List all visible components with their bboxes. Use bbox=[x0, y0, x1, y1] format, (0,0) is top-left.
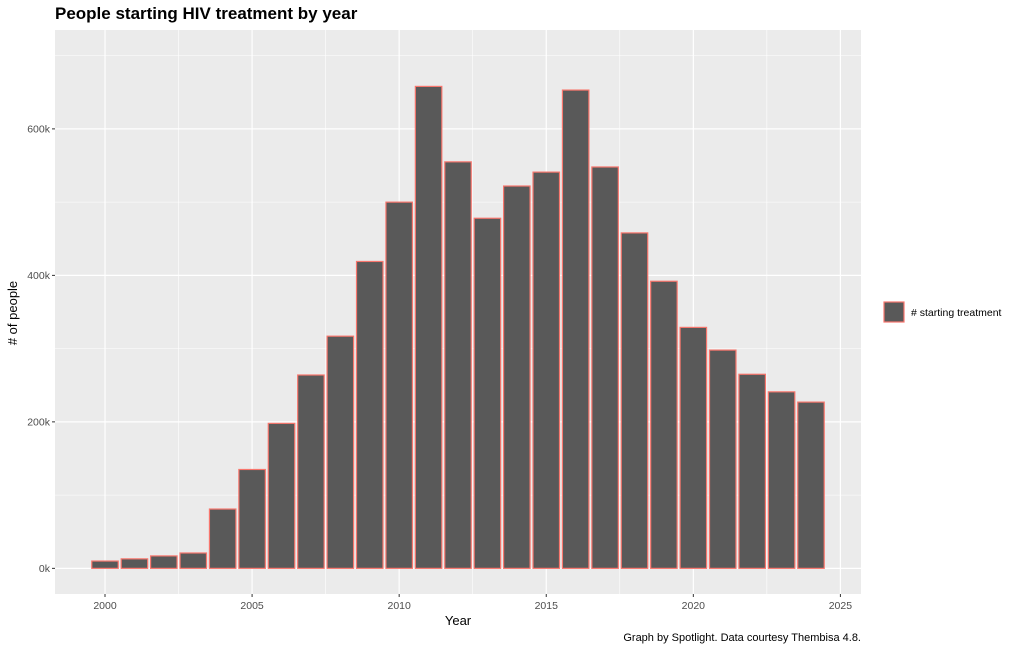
bar-2012 bbox=[444, 161, 472, 569]
bar-2010 bbox=[385, 201, 414, 569]
bar-2019 bbox=[650, 280, 678, 569]
x-tick-label: 2005 bbox=[240, 600, 264, 612]
y-tick-label: 400k bbox=[27, 270, 51, 282]
y-axis: 0k 200k 400k 600k bbox=[27, 123, 55, 575]
bar-2021 bbox=[708, 349, 737, 569]
bar-2017 bbox=[591, 166, 619, 569]
x-tick-label: 2015 bbox=[535, 600, 559, 612]
bars bbox=[91, 85, 825, 569]
x-axis: 2000 2005 2010 2015 2020 2025 bbox=[93, 594, 852, 612]
bar-2023 bbox=[767, 391, 796, 569]
bar-2016 bbox=[561, 89, 590, 569]
bar-2011 bbox=[414, 85, 443, 569]
bar-2022 bbox=[738, 373, 766, 569]
bar-2002 bbox=[150, 555, 178, 569]
legend: # starting treatment bbox=[883, 301, 1002, 323]
bar-2004 bbox=[208, 508, 237, 569]
x-axis-label: Year bbox=[445, 613, 472, 628]
bar-2014 bbox=[502, 185, 531, 569]
y-axis-label: # of people bbox=[5, 281, 20, 345]
y-tick-label: 0k bbox=[39, 563, 51, 575]
bar-2018 bbox=[620, 232, 649, 569]
legend-key bbox=[883, 301, 905, 323]
bar-2000 bbox=[91, 560, 119, 569]
x-tick-label: 2000 bbox=[93, 600, 117, 612]
bar-2005 bbox=[238, 468, 266, 569]
y-tick-label: 600k bbox=[27, 123, 51, 135]
chart-caption: Graph by Spotlight. Data courtesy Thembi… bbox=[623, 632, 861, 644]
bar-2001 bbox=[120, 558, 149, 569]
bar-2009 bbox=[355, 260, 384, 569]
x-tick-label: 2010 bbox=[387, 600, 411, 612]
bar-2008 bbox=[326, 335, 355, 569]
bar-2024 bbox=[797, 401, 825, 569]
bar-2006 bbox=[267, 422, 296, 569]
x-tick-label: 2025 bbox=[829, 600, 853, 612]
chart-title: People starting HIV treatment by year bbox=[55, 4, 358, 23]
bar-2003 bbox=[179, 552, 208, 569]
bar-2007 bbox=[297, 374, 325, 569]
bar-2013 bbox=[473, 217, 502, 569]
bar-2020 bbox=[679, 326, 708, 569]
bar-2015 bbox=[532, 171, 561, 569]
x-tick-label: 2020 bbox=[682, 600, 706, 612]
y-tick-label: 200k bbox=[27, 416, 51, 428]
legend-label: # starting treatment bbox=[911, 307, 1002, 319]
